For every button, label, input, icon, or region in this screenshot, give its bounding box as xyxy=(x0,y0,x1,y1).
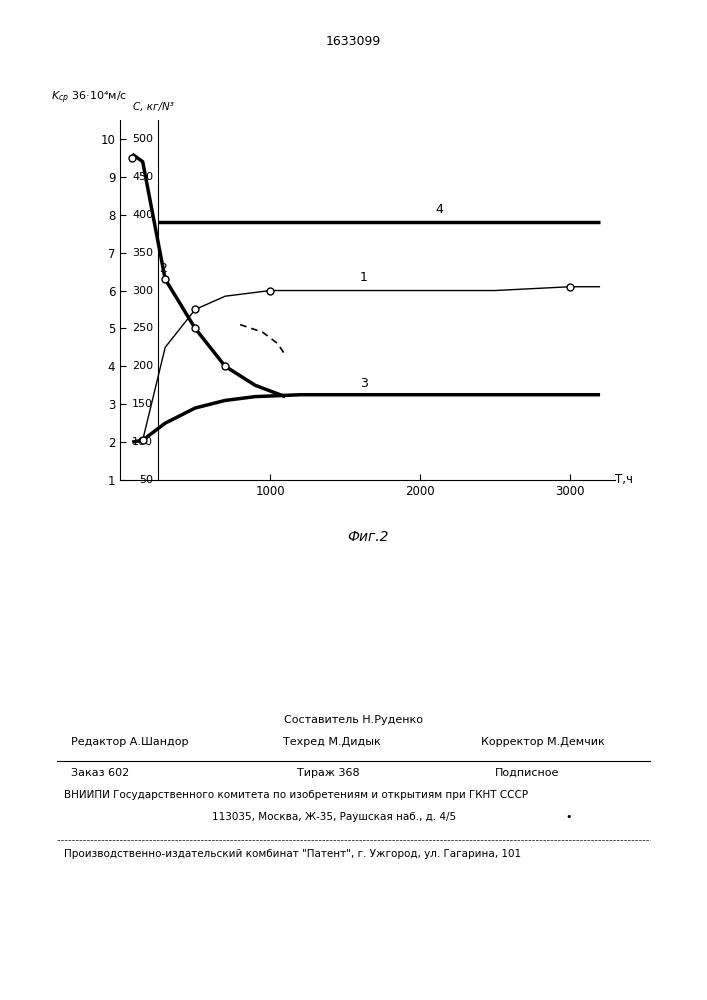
Text: Фиг.2: Фиг.2 xyxy=(347,530,388,544)
Text: 50: 50 xyxy=(139,475,153,485)
Text: Подписное: Подписное xyxy=(495,768,559,778)
Text: 200: 200 xyxy=(132,361,153,371)
Text: Редактор А.Шандор: Редактор А.Шандор xyxy=(71,737,188,747)
Text: 450: 450 xyxy=(132,172,153,182)
Text: 4: 4 xyxy=(435,203,443,216)
Text: 2: 2 xyxy=(159,262,167,275)
Text: $\mathit{K_{cp}}$ 36·10⁴м/с: $\mathit{K_{cp}}$ 36·10⁴м/с xyxy=(51,89,127,106)
Text: 150: 150 xyxy=(132,399,153,409)
Text: 500: 500 xyxy=(132,134,153,144)
Text: Заказ 602: Заказ 602 xyxy=(71,768,129,778)
Text: Корректор М.Демчик: Корректор М.Демчик xyxy=(481,737,604,747)
Text: 300: 300 xyxy=(132,286,153,296)
Text: C, кг/N³: C, кг/N³ xyxy=(133,102,174,112)
Text: 3: 3 xyxy=(360,377,368,390)
Text: T,ч: T,ч xyxy=(615,474,633,487)
Text: 1: 1 xyxy=(360,271,368,284)
Text: 100: 100 xyxy=(132,437,153,447)
Text: Техред М.Дидык: Техред М.Дидык xyxy=(283,737,380,747)
Text: 250: 250 xyxy=(132,323,153,333)
Text: 113035, Москва, Ж-35, Раушская наб., д. 4/5: 113035, Москва, Ж-35, Раушская наб., д. … xyxy=(212,812,456,822)
Text: 400: 400 xyxy=(132,210,153,220)
Text: 350: 350 xyxy=(132,248,153,258)
Text: Производственно-издательский комбинат "Патент", г. Ужгород, ул. Гагарина, 101: Производственно-издательский комбинат "П… xyxy=(64,849,521,859)
Text: Тираж 368: Тираж 368 xyxy=(297,768,360,778)
Text: 1633099: 1633099 xyxy=(326,35,381,48)
Text: •: • xyxy=(566,812,572,822)
Text: Составитель Н.Руденко: Составитель Н.Руденко xyxy=(284,715,423,725)
Text: ВНИИПИ Государственного комитета по изобретениям и открытиям при ГКНТ СССР: ВНИИПИ Государственного комитета по изоб… xyxy=(64,790,527,800)
